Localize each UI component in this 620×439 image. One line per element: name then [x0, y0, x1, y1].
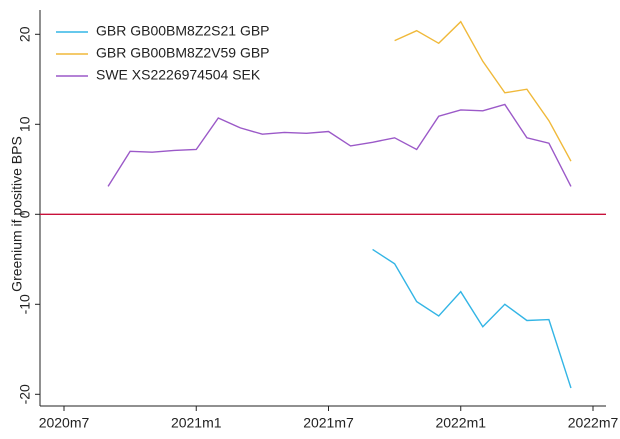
x-tick-label: 2020m7 [39, 415, 90, 431]
x-tick-label: 2022m7 [568, 415, 619, 431]
y-tick-label: 20 [17, 26, 33, 42]
series-line [107, 103, 572, 187]
x-tick-label: 2021m1 [171, 415, 222, 431]
x-tick-label: 2021m7 [303, 415, 354, 431]
y-tick-label: -20 [17, 384, 33, 404]
y-axis-label: Greenium if positive BPS [9, 136, 25, 292]
y-tick-label: 0 [17, 210, 33, 218]
legend-label: GBR GB00BM8Z2S21 GBP [96, 23, 270, 39]
x-tick-label: 2022m1 [435, 415, 486, 431]
series-line [372, 248, 572, 389]
legend-label: GBR GB00BM8Z2V59 GBP [96, 45, 270, 61]
legend-label: SWE XS2226974504 SEK [96, 67, 261, 83]
y-tick-label: -10 [17, 294, 33, 314]
series-line [394, 20, 572, 162]
y-tick-label: 10 [17, 116, 33, 132]
